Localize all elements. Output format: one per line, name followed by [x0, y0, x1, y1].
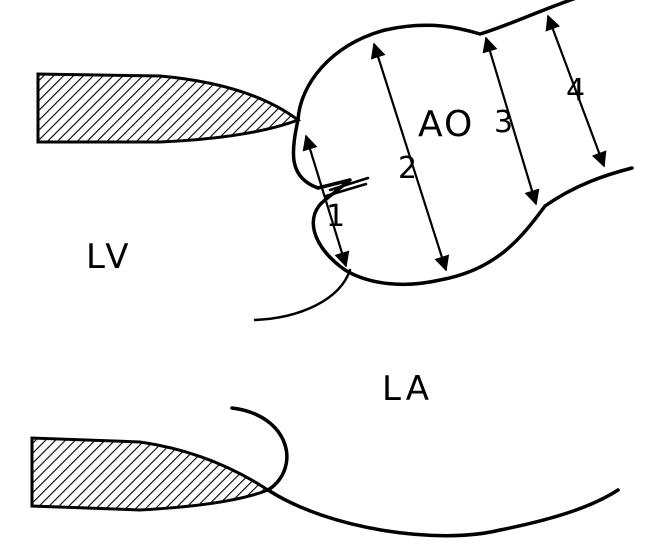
measurement-arrow-1 — [302, 134, 350, 268]
aortic-wall-upper — [296, 0, 576, 122]
measurement-arrow-3 — [482, 36, 540, 206]
label-measure-4: 4 — [566, 73, 585, 108]
upper-hatched-leaflet — [36, 72, 302, 144]
label-ao: AO — [418, 104, 474, 145]
label-lv: LV — [86, 237, 132, 277]
label-measure-2: 2 — [398, 151, 417, 186]
lower-hatched-leaflet — [30, 436, 272, 512]
mitral-curve — [253, 268, 352, 322]
measurement-arrow-2 — [370, 42, 450, 272]
label-la: LA — [382, 369, 433, 409]
measurement-arrow-4 — [545, 14, 607, 168]
posterior-wall — [230, 406, 620, 538]
label-measure-1: 1 — [326, 199, 345, 234]
label-measure-3: 3 — [494, 105, 513, 140]
